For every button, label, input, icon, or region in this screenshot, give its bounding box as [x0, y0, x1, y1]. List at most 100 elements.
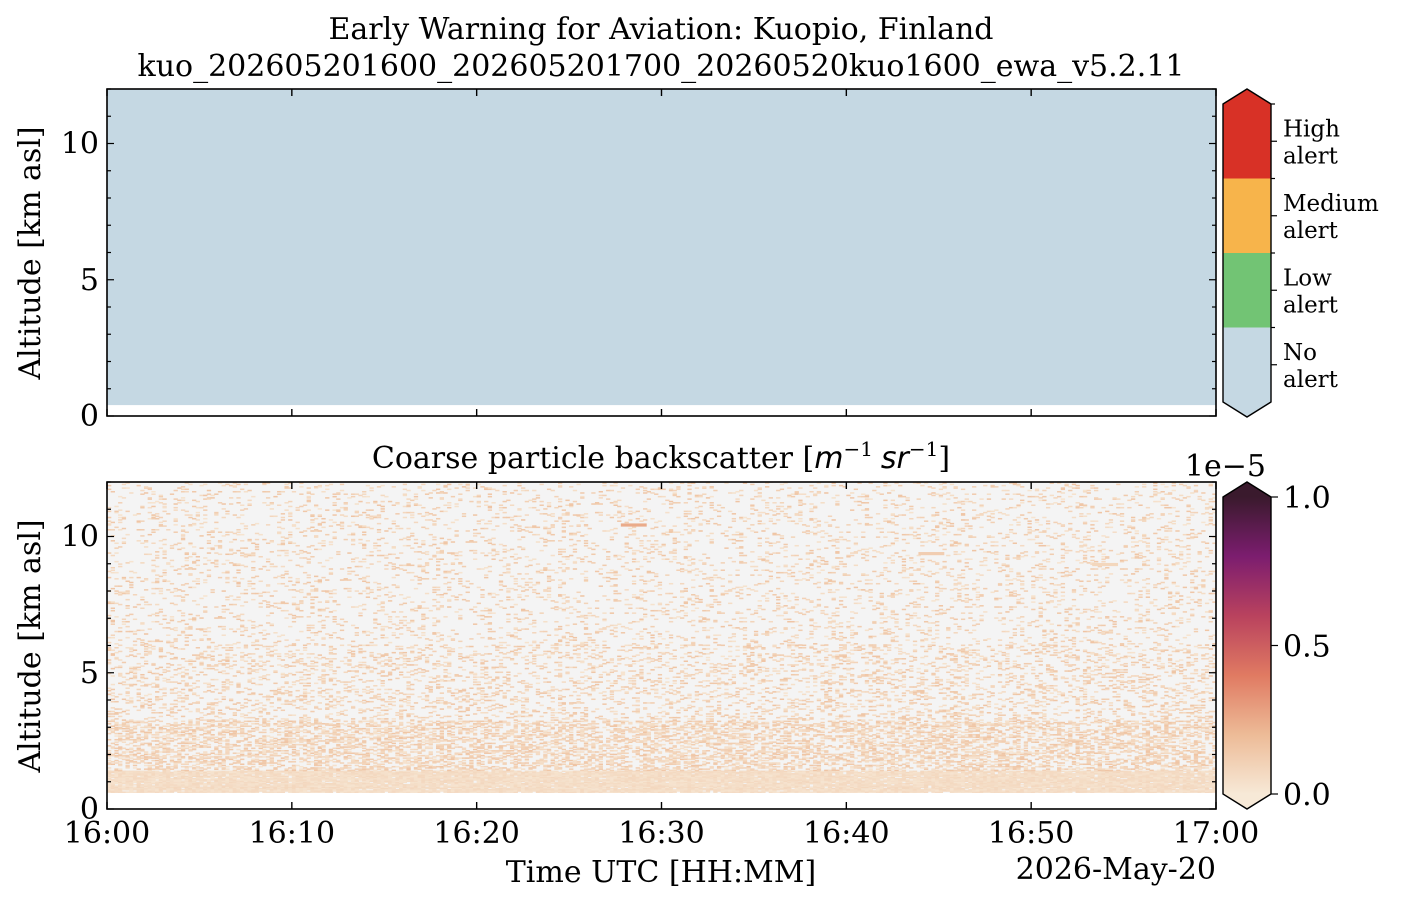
backscatter-cell	[1094, 777, 1099, 780]
backscatter-cell	[232, 790, 237, 792]
backscatter-cell	[225, 771, 230, 774]
backscatter-cell	[336, 790, 341, 792]
backscatter-cell	[824, 785, 829, 787]
backscatter-cell	[724, 786, 729, 789]
backscatter-cell	[203, 791, 208, 793]
backscatter-cell	[228, 776, 234, 779]
backscatter-cell	[439, 788, 444, 791]
backscatter-cell	[916, 773, 921, 775]
backscatter-cell	[1127, 777, 1132, 780]
backscatter-cell	[868, 779, 873, 781]
backscatter-cell	[421, 788, 426, 791]
backscatter-cell	[676, 773, 681, 775]
backscatter-cell	[221, 781, 226, 784]
backscatter-cell	[1201, 782, 1206, 785]
backscatter-cell	[291, 780, 297, 782]
backscatter-cell	[794, 774, 799, 776]
backscatter-cell	[487, 776, 493, 779]
backscatter-cell	[1020, 775, 1025, 778]
backscatter-cell	[949, 780, 955, 782]
backscatter-cell	[720, 779, 725, 781]
backscatter-cell	[868, 776, 873, 779]
backscatter-cell	[809, 776, 814, 779]
backscatter-cell	[979, 790, 984, 792]
backscatter-cell	[942, 780, 947, 782]
backscatter-cell	[620, 784, 626, 786]
backscatter-cell	[594, 774, 600, 776]
backscatter-cell	[753, 774, 759, 776]
backscatter-cell	[631, 782, 637, 785]
backscatter-cell	[1193, 773, 1199, 775]
backscatter-cell	[1123, 773, 1128, 775]
backscatter-cell	[1171, 784, 1176, 786]
backscatter-cell	[724, 784, 729, 786]
backscatter-cell	[935, 779, 940, 781]
backscatter-cell	[809, 782, 814, 785]
backscatter-cell	[1008, 782, 1014, 785]
backscatter-cell	[436, 779, 441, 781]
backscatter-cell	[295, 781, 300, 784]
backscatter-cell	[354, 782, 359, 785]
backscatter-cell	[180, 771, 186, 774]
backscatter-cell	[506, 791, 511, 793]
backscatter-cell	[679, 773, 685, 775]
backscatter-cell	[861, 782, 866, 785]
backscatter-cell	[1101, 780, 1106, 782]
backscatter-cell	[143, 776, 149, 779]
backscatter-cell	[339, 791, 345, 793]
backscatter-cell	[838, 777, 844, 780]
backscatter-cell	[1038, 785, 1043, 787]
backscatter-cell	[691, 780, 696, 782]
backscatter-cell	[421, 781, 426, 784]
backscatter-cell	[121, 771, 127, 774]
backscatter-cell	[687, 785, 692, 787]
backscatter-cell	[831, 775, 836, 778]
backscatter-cell	[761, 787, 766, 790]
backscatter-cell	[953, 786, 958, 789]
backscatter-cell	[661, 787, 666, 790]
backscatter-cell	[776, 775, 781, 778]
backscatter-cell	[306, 786, 311, 789]
backscatter-cell	[1175, 775, 1180, 778]
backscatter-cell	[155, 786, 160, 789]
backscatter-cell	[476, 790, 481, 792]
backscatter-cell	[846, 787, 851, 790]
backscatter-cell	[236, 791, 241, 793]
backscatter-cell	[783, 781, 788, 784]
backscatter-cell	[702, 788, 707, 791]
backscatter-cell	[184, 784, 189, 786]
backscatter-cell	[347, 791, 352, 793]
backscatter-cell	[853, 779, 859, 781]
backscatter-cell	[606, 788, 611, 791]
backscatter-cell	[461, 790, 467, 792]
backscatter-cell	[410, 777, 415, 780]
backscatter-cell	[1130, 791, 1136, 793]
backscatter-cell	[1153, 782, 1158, 785]
backscatter-cell	[428, 780, 433, 782]
backscatter-cell	[166, 777, 171, 780]
backscatter-cell	[188, 784, 193, 786]
backscatter-cell	[199, 790, 204, 792]
backscatter-cell	[1082, 785, 1088, 787]
backscatter-cell	[709, 782, 714, 785]
backscatter-cell	[1186, 790, 1191, 792]
backscatter-cell	[1134, 786, 1139, 789]
backscatter-cell	[328, 785, 334, 787]
backscatter-title: Coarse particle backscatter [m−1 sr−1]	[372, 437, 950, 476]
backscatter-cell	[1045, 784, 1051, 786]
backscatter-cell	[155, 776, 160, 779]
backscatter-cell	[824, 791, 829, 793]
backscatter-cell	[321, 774, 326, 776]
backscatter-cell	[107, 790, 112, 792]
backscatter-cell	[698, 774, 703, 776]
backscatter-cell	[458, 790, 463, 792]
backscatter-cell	[1016, 774, 1021, 776]
backscatter-cell	[428, 788, 433, 791]
backscatter-cell	[890, 779, 895, 781]
backscatter-cell	[1130, 780, 1136, 782]
backscatter-cell	[228, 777, 234, 780]
backscatter-cell	[997, 782, 1003, 785]
backscatter-cell	[1160, 784, 1165, 786]
backscatter-cell	[325, 782, 330, 785]
backscatter-cell	[1160, 785, 1165, 787]
